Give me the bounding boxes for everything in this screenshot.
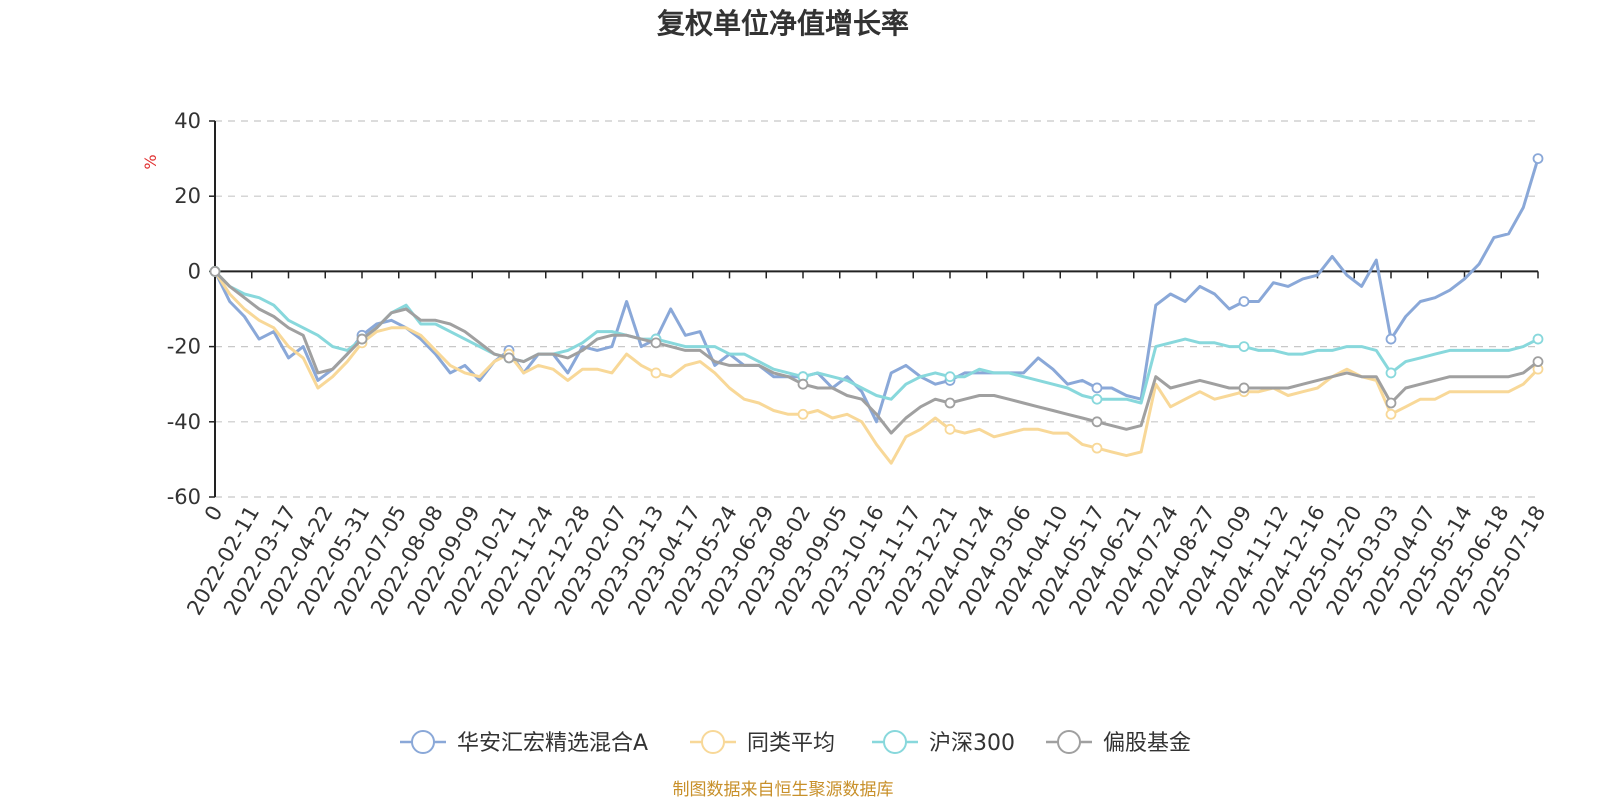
legend-label: 同类平均 — [747, 731, 835, 756]
legend-item[interactable]: 沪深300 — [872, 730, 1015, 756]
data-point — [650, 367, 662, 379]
data-point — [1532, 356, 1544, 368]
data-point — [1385, 367, 1397, 379]
data-point — [944, 397, 956, 409]
series-2 — [209, 265, 1544, 405]
legend-label: 沪深300 — [929, 731, 1015, 756]
series-3 — [209, 265, 1544, 435]
data-point — [650, 337, 662, 349]
data-point — [1091, 442, 1103, 454]
series-line — [213, 269, 1540, 465]
series-1 — [209, 265, 1544, 465]
x-tick-label: 0 — [200, 502, 227, 526]
series-line — [213, 269, 1540, 405]
legend-swatch-circle — [701, 730, 725, 754]
data-point — [356, 333, 368, 345]
data-point — [1385, 333, 1397, 345]
data-point — [1238, 296, 1250, 307]
y-tick-label: 40 — [174, 109, 201, 133]
series-line — [213, 157, 1540, 424]
axes: 40200-20-40-6002022-02-112022-03-172022-… — [167, 109, 1551, 619]
legend-item[interactable]: 华安汇宏精选混合A — [400, 730, 648, 756]
data-point — [1238, 382, 1250, 394]
data-point — [1091, 382, 1103, 394]
y-tick-label: 0 — [188, 259, 201, 283]
data-point — [1385, 408, 1397, 420]
legend-label: 偏股基金 — [1103, 731, 1191, 756]
legend-swatch-circle — [411, 730, 435, 754]
y-tick-label: -60 — [167, 485, 201, 509]
data-point — [944, 423, 956, 435]
source-note: 制图数据来自恒生聚源数据库 — [673, 780, 894, 800]
data-point — [503, 352, 515, 364]
y-tick-label: 20 — [174, 184, 201, 208]
data-point — [1532, 153, 1544, 165]
data-point — [1385, 397, 1397, 409]
series-0 — [209, 153, 1544, 424]
legend-label: 华安汇宏精选混合A — [457, 731, 648, 756]
grid-lines — [215, 120, 1538, 498]
data-point — [1532, 333, 1544, 345]
data-point — [797, 408, 809, 420]
data-point — [1091, 393, 1103, 405]
series-group — [209, 153, 1544, 465]
data-point — [1091, 416, 1103, 428]
data-point — [209, 265, 221, 277]
y-axis-unit: % — [141, 154, 160, 169]
data-point — [1238, 341, 1250, 353]
y-tick-label: -20 — [167, 335, 201, 359]
data-point — [944, 371, 956, 383]
legend[interactable]: 华安汇宏精选混合A 同类平均 沪深300 偏股基金 — [400, 730, 1191, 756]
data-point — [797, 378, 809, 390]
y-tick-label: -40 — [167, 410, 201, 434]
legend-item[interactable]: 同类平均 — [690, 730, 835, 756]
legend-swatch-circle — [1057, 730, 1081, 754]
legend-swatch-circle — [883, 730, 907, 754]
series-line — [213, 269, 1540, 435]
chart-title: 复权单位净值增长率 — [657, 7, 909, 40]
legend-item[interactable]: 偏股基金 — [1046, 730, 1191, 756]
